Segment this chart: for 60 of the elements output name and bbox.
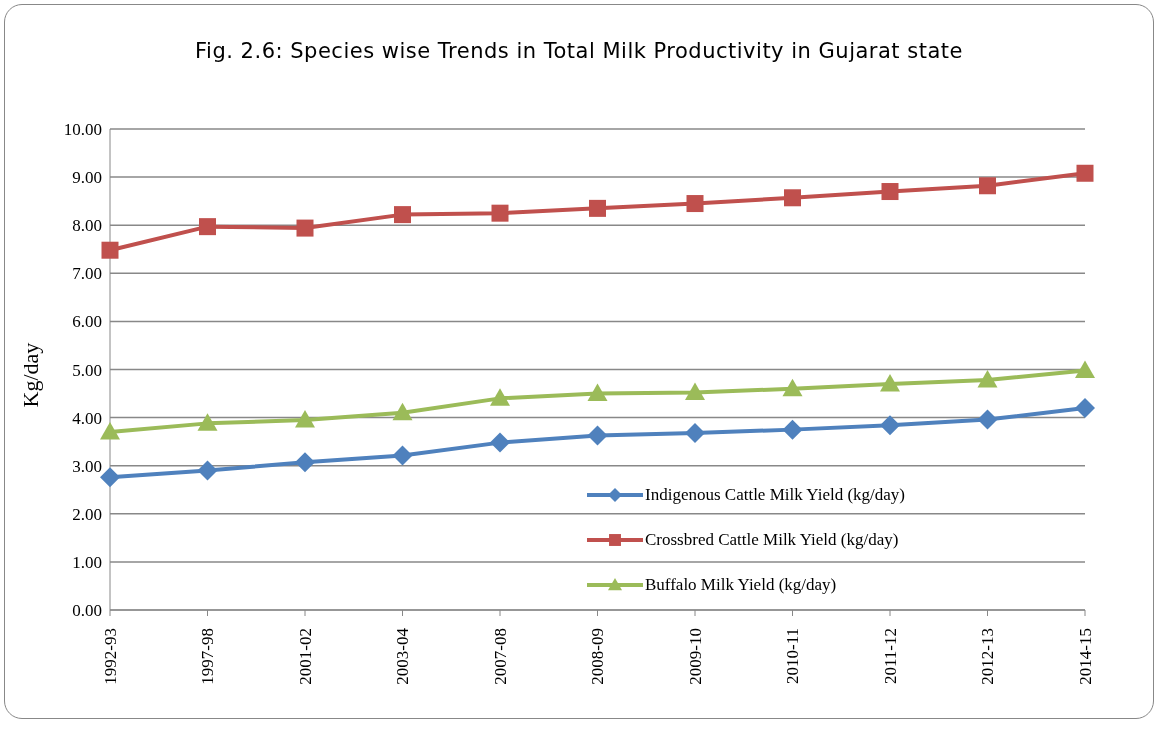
y-tick-label: 10.00 [63, 120, 102, 140]
y-tick-label: 2.00 [72, 504, 102, 524]
point [587, 383, 608, 402]
y-tick-label: 8.00 [72, 216, 102, 236]
x-tick-label: 2008-09 [588, 628, 607, 685]
x-tick-label: 2003-04 [393, 627, 412, 685]
point [491, 204, 509, 222]
chart-title: Fig. 2.6: Species wise Trends in Total Milk Productivity in Gujarat state [194, 39, 964, 63]
x-tick-label: 2012-13 [978, 628, 997, 685]
y-axis-title: Kg/day [18, 341, 44, 410]
legend-label: Indigenous Cattle Milk Yield (kg/day) [645, 484, 905, 505]
x-tick-label: 2007-08 [490, 628, 510, 685]
point [100, 422, 120, 440]
point [100, 467, 120, 488]
legend-label: Buffalo Milk Yield (kg/day) [645, 574, 837, 595]
point [782, 419, 803, 440]
point [295, 410, 315, 428]
point [1076, 164, 1094, 182]
point [880, 373, 900, 392]
point [685, 382, 705, 401]
y-tick-label: 1.00 [72, 552, 102, 572]
point [197, 413, 218, 431]
point [392, 445, 413, 466]
y-tick-label: 6.00 [72, 312, 102, 332]
y-tick-label: 9.00 [72, 168, 102, 188]
point [782, 378, 803, 397]
y-tick-label: 0.00 [72, 601, 102, 621]
point [977, 409, 998, 430]
point [589, 199, 606, 217]
x-tick-label: 1992-93 [100, 628, 120, 685]
point [685, 422, 705, 443]
point [490, 432, 510, 453]
point [686, 195, 704, 213]
y-tick-label: 3.00 [72, 456, 102, 476]
x-tick-label: 1997-98 [198, 628, 217, 685]
x-tick-label: 2001-02 [295, 628, 315, 685]
point [295, 452, 315, 473]
point [784, 189, 801, 207]
point [199, 218, 216, 236]
point [1075, 360, 1095, 378]
y-tick-label: 4.00 [72, 408, 102, 428]
x-tick-label: 2011-12 [880, 628, 900, 685]
x-tick-label: 2009-10 [685, 628, 705, 685]
point [587, 425, 608, 446]
point [881, 183, 899, 201]
point [1075, 397, 1095, 418]
point [197, 460, 218, 481]
legend-label: Crossbred Cattle Milk Yield (kg/day) [645, 529, 899, 550]
y-tick-label: 5.00 [72, 360, 102, 380]
point [392, 402, 413, 421]
x-tick-label: 2014-15 [1075, 628, 1095, 685]
point [979, 177, 996, 195]
point [977, 370, 998, 388]
point [394, 206, 411, 224]
point [490, 388, 510, 406]
y-tick-label: 7.00 [72, 264, 102, 284]
point [101, 241, 119, 259]
x-tick-label: 2010-11 [783, 628, 802, 685]
point [880, 415, 900, 436]
point [296, 219, 314, 237]
